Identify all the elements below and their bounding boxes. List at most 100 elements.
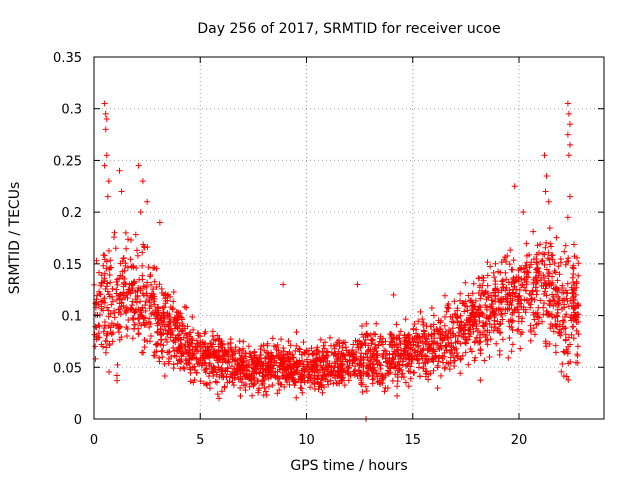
- data-point: [318, 374, 325, 381]
- data-point: [308, 363, 315, 370]
- data-point: [375, 370, 382, 377]
- data-point: [286, 373, 293, 380]
- data-point: [553, 323, 560, 330]
- data-point: [131, 309, 138, 316]
- data-point: [154, 304, 161, 311]
- data-point: [556, 271, 563, 278]
- data-point: [511, 306, 518, 313]
- x-axis-title: GPS time / hours: [290, 458, 407, 474]
- data-point: [250, 365, 257, 372]
- data-point: [326, 334, 333, 341]
- data-point: [565, 377, 572, 384]
- data-point: [513, 286, 520, 293]
- data-point: [451, 298, 458, 305]
- data-point: [306, 373, 313, 380]
- data-point: [434, 326, 441, 333]
- data-point: [187, 366, 194, 373]
- data-point: [369, 352, 376, 359]
- data-point: [363, 330, 370, 337]
- data-point: [242, 350, 249, 357]
- data-point: [134, 252, 141, 259]
- data-point: [249, 368, 256, 375]
- data-point: [394, 392, 401, 399]
- data-point: [123, 245, 130, 252]
- data-point: [293, 342, 300, 349]
- data-point: [546, 281, 553, 288]
- x-tick-label: 0: [90, 433, 98, 448]
- data-point: [109, 298, 116, 305]
- data-point: [398, 366, 405, 373]
- data-point: [483, 304, 490, 311]
- data-point: [230, 351, 237, 358]
- y-tick-label: 0: [74, 413, 82, 428]
- data-point: [476, 303, 483, 310]
- data-point: [227, 344, 234, 351]
- data-point: [307, 384, 314, 391]
- data-point: [129, 287, 136, 294]
- y-tick-label: 0.2: [61, 206, 82, 221]
- data-point: [160, 342, 167, 349]
- data-point: [515, 300, 522, 307]
- data-point: [101, 275, 108, 282]
- data-point: [545, 277, 552, 284]
- data-point: [541, 261, 548, 268]
- data-point: [453, 350, 460, 357]
- data-point: [239, 347, 246, 354]
- data-point: [369, 361, 376, 368]
- data-point: [345, 348, 352, 355]
- data-point: [568, 331, 575, 338]
- data-point: [313, 358, 320, 365]
- data-point: [444, 334, 451, 341]
- data-point: [102, 337, 109, 344]
- data-point: [212, 378, 219, 385]
- data-point: [402, 347, 409, 354]
- data-point: [542, 280, 549, 287]
- data-point: [374, 352, 381, 359]
- data-point: [298, 385, 305, 392]
- data-point: [105, 178, 112, 185]
- data-point: [180, 364, 187, 371]
- data-point: [423, 336, 430, 343]
- data-point: [533, 251, 540, 258]
- data-point: [224, 368, 231, 375]
- data-point: [427, 370, 434, 377]
- data-point: [354, 338, 361, 345]
- data-point: [164, 349, 171, 356]
- data-point: [158, 317, 165, 324]
- data-point: [169, 306, 176, 313]
- data-point: [459, 352, 466, 359]
- data-point: [293, 329, 300, 336]
- data-point: [226, 378, 233, 385]
- data-point: [117, 295, 124, 302]
- data-point: [552, 321, 559, 328]
- data-point: [565, 360, 572, 367]
- data-point: [167, 334, 174, 341]
- data-point: [172, 317, 179, 324]
- data-point: [402, 379, 409, 386]
- data-point: [314, 366, 321, 373]
- data-point: [261, 347, 268, 354]
- data-point: [477, 377, 484, 384]
- data-point: [539, 257, 546, 264]
- data-point: [563, 373, 570, 380]
- data-point: [481, 327, 488, 334]
- data-point: [338, 350, 345, 357]
- data-point: [479, 274, 486, 281]
- data-point: [462, 339, 469, 346]
- data-point: [219, 348, 226, 355]
- data-point: [531, 316, 538, 323]
- data-point: [416, 373, 423, 380]
- data-point: [422, 368, 429, 375]
- data-point: [436, 353, 443, 360]
- data-point: [204, 353, 211, 360]
- data-point: [398, 352, 405, 359]
- data-point: [190, 379, 197, 386]
- data-point: [221, 355, 228, 362]
- data-point: [196, 361, 203, 368]
- data-point: [446, 349, 453, 356]
- data-point: [363, 362, 370, 369]
- data-point: [542, 188, 549, 195]
- data-point: [368, 367, 375, 374]
- data-point: [234, 361, 241, 368]
- data-point: [509, 326, 516, 333]
